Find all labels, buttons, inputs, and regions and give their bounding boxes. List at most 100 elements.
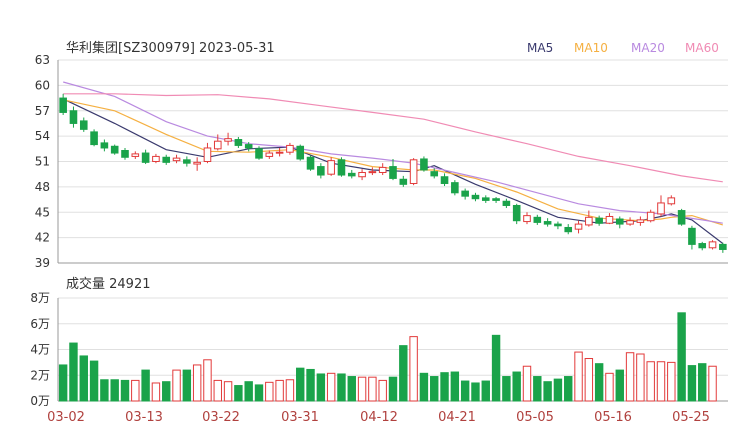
candle-body xyxy=(213,140,222,150)
candle-body xyxy=(234,139,243,146)
price-tick-label: 39 xyxy=(35,256,50,270)
candle-body xyxy=(451,182,459,194)
volume-bar xyxy=(100,379,109,402)
volume-bar xyxy=(223,381,233,402)
volume-bar xyxy=(326,372,336,402)
volume-bar xyxy=(69,342,78,402)
candle xyxy=(69,106,78,128)
candle xyxy=(523,212,531,225)
candle xyxy=(605,213,614,225)
candle-body xyxy=(286,144,294,153)
candle-body xyxy=(317,166,325,176)
candle xyxy=(296,144,305,161)
candle-body xyxy=(708,241,717,249)
volume-bar xyxy=(667,361,676,402)
candle xyxy=(337,157,346,177)
candle-body xyxy=(141,152,150,163)
legend-ma20: MA20 xyxy=(631,41,665,55)
date-label: 03-31 xyxy=(281,410,319,425)
candle-body xyxy=(636,219,645,223)
candle-body xyxy=(337,159,346,176)
volume-bar xyxy=(698,363,707,402)
volume-bar xyxy=(481,380,490,402)
candle xyxy=(409,158,418,186)
candle-body xyxy=(110,145,119,154)
candle-body xyxy=(389,166,397,179)
date-label: 03-22 xyxy=(202,410,240,425)
candle xyxy=(224,132,232,146)
candle-body xyxy=(698,243,707,249)
volume-bar xyxy=(636,353,645,402)
candle-body xyxy=(502,200,511,206)
volume-bar xyxy=(388,376,398,402)
volume-bar xyxy=(491,334,501,402)
candle-body xyxy=(347,172,356,177)
date-label: 03-13 xyxy=(125,410,163,425)
price-tick-label: 42 xyxy=(35,231,50,245)
volume-bar xyxy=(440,372,449,402)
candle xyxy=(286,142,294,155)
candle xyxy=(234,136,243,148)
candle xyxy=(131,151,140,159)
candle-body xyxy=(512,204,521,222)
candle xyxy=(162,154,171,165)
candle xyxy=(317,163,325,179)
candle-body xyxy=(378,166,387,173)
candle-body xyxy=(595,217,603,224)
candle-body xyxy=(420,158,428,171)
candle xyxy=(183,156,191,167)
volume-bar xyxy=(285,379,295,402)
volume-bar xyxy=(213,379,222,402)
volume-bar xyxy=(337,373,346,402)
candle-body xyxy=(461,190,469,197)
volume-bar xyxy=(203,359,212,402)
candle xyxy=(90,129,98,147)
legend-ma60: MA60 xyxy=(685,41,719,55)
volume-bar xyxy=(399,345,408,402)
candle-body xyxy=(409,159,418,184)
volume-bar xyxy=(162,381,171,402)
volume-bar xyxy=(306,368,315,402)
candle-body xyxy=(265,152,274,157)
price-axis: 63 60 57 54 51 48 45 42 39 xyxy=(35,53,50,270)
candle xyxy=(688,225,696,250)
candle-body xyxy=(430,171,439,177)
volume-bar xyxy=(182,369,192,402)
candle-body xyxy=(131,153,140,157)
candle-body xyxy=(440,176,449,184)
volume-bar xyxy=(141,369,150,402)
volume-bar xyxy=(234,385,243,402)
volume-bar xyxy=(172,369,181,402)
candle-body xyxy=(523,215,531,223)
candle xyxy=(636,216,645,226)
date-label: 05-05 xyxy=(516,410,554,425)
volume-bar xyxy=(594,363,604,402)
candle-body xyxy=(543,221,552,225)
volume-bar xyxy=(543,381,552,402)
candle-body xyxy=(615,218,624,225)
volume-tick-label: 0万 xyxy=(30,394,50,408)
candle-body xyxy=(585,216,593,226)
volume-tick-label: 6万 xyxy=(30,317,50,331)
volume-tick-label: 4万 xyxy=(30,343,50,357)
candle-body xyxy=(358,171,366,178)
candle-body xyxy=(100,142,109,149)
legend-ma10: MA10 xyxy=(574,41,608,55)
candle xyxy=(471,192,480,202)
candle-body xyxy=(69,110,78,124)
candle xyxy=(677,208,686,226)
volume-bar xyxy=(605,372,614,402)
volume-bar xyxy=(708,365,717,402)
candle-body xyxy=(224,138,232,142)
candle xyxy=(512,203,521,225)
ma-line-ma60 xyxy=(63,93,723,183)
candle-body xyxy=(667,197,676,205)
candle-body xyxy=(275,151,284,154)
candle-body xyxy=(492,198,500,201)
candle xyxy=(481,195,490,203)
candle xyxy=(533,214,542,225)
candle xyxy=(595,215,603,226)
candle xyxy=(141,149,150,165)
volume-bar xyxy=(131,379,140,402)
volume-bar xyxy=(192,364,202,402)
